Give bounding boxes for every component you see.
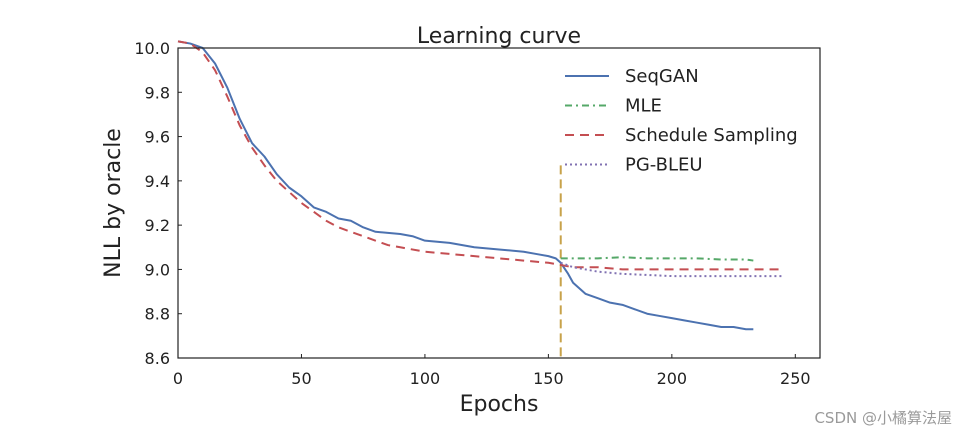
y-tick-label: 9.6 — [145, 128, 170, 147]
x-tick-label: 50 — [291, 369, 311, 388]
series-line-schedule-sampling — [177, 40, 783, 271]
series-line-mle — [560, 256, 754, 262]
legend-label: MLE — [625, 96, 662, 117]
legend: SeqGAN MLE Schedule Sampling PG-BLEU — [565, 66, 798, 176]
legend-label: PG-BLEU — [625, 155, 703, 176]
legend-label: Schedule Sampling — [625, 125, 798, 146]
x-tick-label: 0 — [173, 369, 183, 388]
x-tick-label: 200 — [657, 369, 688, 388]
y-tick-label: 8.6 — [145, 349, 170, 368]
y-tick-label: 9.0 — [145, 260, 170, 279]
x-axis-label: Epochs — [460, 392, 539, 417]
y-tick-label: 9.2 — [145, 216, 170, 235]
y-tick-label: 10.0 — [134, 39, 170, 58]
x-tick-label: 150 — [533, 369, 564, 388]
x-tick-label: 250 — [780, 369, 811, 388]
x-tick-label: 100 — [410, 369, 441, 388]
series-lines — [177, 40, 783, 331]
y-tick-label: 8.8 — [145, 305, 170, 324]
y-tick-label: 9.8 — [145, 83, 170, 102]
y-tick-label: 9.4 — [145, 172, 170, 191]
chart-title: Learning curve — [417, 24, 581, 49]
y-axis-label: NLL by oracle — [101, 128, 126, 278]
ticks: 0 50 100 150 200 250 8.6 8.8 9.0 9.2 9.4 9.6 9.8 10.0 — [134, 39, 810, 388]
plot-frame — [177, 47, 821, 359]
series-line-seqgan — [177, 40, 754, 331]
watermark: CSDN @小橘算法屋 — [814, 409, 952, 427]
plot-area: 0 50 100 150 200 250 8.6 8.8 9.0 9.2 9.4 9.6 9.8 10.0 — [134, 39, 821, 388]
legend-label: SeqGAN — [625, 66, 699, 87]
